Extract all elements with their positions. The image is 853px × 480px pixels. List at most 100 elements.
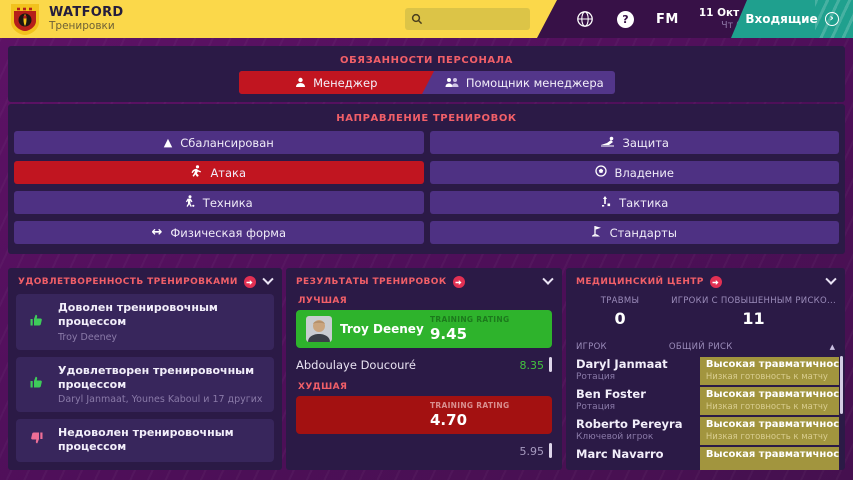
search-input[interactable] — [423, 10, 523, 28]
medical-table-header: ИГРОК ОБЩИЙ РИСК ▲ — [566, 336, 845, 357]
focus-button-technical[interactable]: Техника — [14, 191, 424, 214]
staff-duties-segmented-control: Менеджер Помощник менеджера — [238, 71, 615, 94]
tactics-icon — [600, 195, 611, 210]
chevron-right-icon: › — [824, 12, 839, 26]
focus-label: Владение — [614, 165, 674, 180]
staff-duties-panel: ОБЯЗАННОСТИ ПЕРСОНАЛА Менеджер Помощник … — [8, 46, 845, 102]
scrollbar-thumb[interactable] — [840, 356, 843, 414]
injuries-stat[interactable]: ТРАВМЫ 0 — [572, 296, 668, 328]
worst-label: ХУДШАЯ — [298, 382, 348, 392]
topbar: WATFORD Тренировки ? FM 11 Окт 18 Чт 0:0… — [0, 0, 853, 38]
assistant-manager-tab[interactable]: Помощник менеджера — [434, 71, 614, 94]
thumbs-up-icon — [29, 375, 44, 394]
best-player-card[interactable]: Troy Deeney TRAINING RATING 9.45 — [296, 310, 552, 348]
player-name: Marc Navarro — [576, 447, 664, 461]
help-icon[interactable]: ? — [617, 10, 634, 28]
focus-label: Физическая форма — [170, 225, 287, 240]
match-readiness: Низкая готовность к матчу — [705, 431, 828, 442]
focus-button-tactical[interactable]: Тактика — [429, 191, 839, 214]
panel-header: УДОВЛЕТВОРЕННОСТЬ ТРЕНИРОВКАМИ — [8, 268, 282, 294]
rating-block: TRAINING RATING 4.70 — [430, 401, 542, 429]
focus-label: Техника — [202, 195, 253, 210]
focus-button-defending[interactable]: Защита — [429, 131, 839, 154]
manager-tab[interactable]: Менеджер — [239, 71, 435, 94]
training-focus-panel: НАПРАВЛЕНИЕ ТРЕНИРОВОК ▲ Сбалансирован З… — [8, 104, 845, 254]
goto-icon[interactable] — [709, 276, 722, 288]
focus-button-attacking[interactable]: Атака — [14, 161, 424, 184]
fm-logo[interactable]: FM — [656, 11, 679, 27]
chevron-down-icon[interactable] — [262, 273, 274, 285]
rating-value: 5.95 — [519, 444, 545, 458]
club-name[interactable]: WATFORD — [49, 4, 124, 20]
football-icon — [594, 165, 607, 180]
training-focus-title: НАПРАВЛЕНИЕ ТРЕНИРОВОК — [336, 113, 517, 124]
manager-icon — [295, 73, 306, 92]
squad-status: Ротация — [576, 371, 616, 382]
risk-level: Высокая травматичность — [705, 359, 840, 370]
medical-row[interactable]: Ben Foster Ротация Высокая травматичност… — [566, 387, 845, 415]
squad-status: Ключевой игрок — [576, 431, 654, 442]
column-overall-risk[interactable]: ОБЩИЙ РИСК — [668, 342, 733, 352]
happiness-item[interactable]: Недоволен тренировочным процессом — [16, 419, 274, 462]
risk-players-stat[interactable]: ИГРОКИ С ПОВЫШЕННЫМ РИСКО... 11 — [668, 296, 839, 328]
tackle-icon — [600, 136, 615, 150]
running-icon — [191, 165, 202, 180]
risk-level: Высокая травматичность — [705, 389, 840, 400]
happiness-item[interactable]: Доволен тренировочным процессом Troy Dee… — [16, 294, 274, 350]
best-label: ЛУЧШАЯ — [298, 296, 348, 306]
medical-row[interactable]: Marc Navarro Высокая травматичность — [566, 447, 845, 470]
happiness-item-title: Удовлетворен тренировочным процессом — [58, 363, 255, 391]
technique-icon — [185, 195, 195, 210]
scrollbar-thumb[interactable] — [549, 357, 552, 372]
scrollbar-thumb[interactable] — [549, 443, 552, 458]
player-name: Roberto Pereyra — [576, 417, 683, 431]
worst-player-card[interactable]: TRAINING RATING 4.70 — [296, 396, 552, 434]
corner-flag-icon — [590, 225, 602, 240]
panel-header: МЕДИЦИНСКИЙ ЦЕНТР — [566, 268, 845, 294]
runner-up-row[interactable]: Abdoulaye Doucouré 8.35 — [296, 354, 552, 376]
injuries-label: ТРАВМЫ — [600, 296, 640, 306]
thumbs-down-icon — [29, 431, 44, 450]
happiness-item-title: Недоволен тренировочным процессом — [58, 426, 234, 454]
medical-row[interactable]: Roberto Pereyra Ключевой игрок Высокая т… — [566, 417, 845, 445]
globe-icon[interactable] — [575, 9, 595, 29]
medical-stats: ТРАВМЫ 0 ИГРОКИ С ПОВЫШЕННЫМ РИСКО... 11 — [566, 294, 845, 336]
goto-icon[interactable] — [452, 276, 465, 288]
focus-label: Атака — [210, 165, 247, 180]
match-readiness: Низкая готовность к матчу — [705, 371, 828, 382]
medical-centre-title: МЕДИЦИНСКИЙ ЦЕНТР — [576, 277, 704, 287]
player-photo — [306, 316, 332, 342]
focus-button-set-pieces[interactable]: Стандарты — [429, 221, 839, 244]
injuries-value: 0 — [614, 309, 626, 328]
inbox-button[interactable]: Входящие › — [731, 0, 853, 38]
medical-row[interactable]: Daryl Janmaat Ротация Высокая травматичн… — [566, 357, 845, 385]
thumbs-up-icon — [29, 312, 44, 331]
staff-duties-title: ОБЯЗАННОСТИ ПЕРСОНАЛА — [339, 55, 514, 66]
topbar-right: ? FM 11 Окт 18 Чт 0:00 Входящие › — [537, 0, 853, 38]
goto-icon[interactable] — [243, 276, 256, 288]
player-name: Daryl Janmaat — [576, 357, 668, 371]
column-player[interactable]: ИГРОК — [576, 342, 607, 352]
focus-button-physical[interactable]: ↔ Физическая форма — [14, 221, 424, 244]
focus-button-balanced[interactable]: ▲ Сбалансирован — [14, 131, 424, 154]
panel-header: РЕЗУЛЬТАТЫ ТРЕНИРОВОК — [286, 268, 562, 294]
player-name: Ben Foster — [576, 387, 646, 401]
training-rating-label: TRAINING RATING — [430, 315, 510, 324]
chevron-down-icon[interactable] — [825, 273, 837, 285]
rating-value: 8.35 — [519, 358, 545, 372]
search-icon — [411, 10, 423, 29]
worst-rating-value: 4.70 — [430, 411, 468, 429]
chevron-down-icon[interactable] — [542, 273, 554, 285]
happiness-title: УДОВЛЕТВОРЕННОСТЬ ТРЕНИРОВКАМИ — [18, 277, 238, 287]
search-box[interactable] — [405, 8, 530, 30]
club-crest-icon[interactable] — [10, 3, 40, 36]
focus-button-possession[interactable]: Владение — [429, 161, 839, 184]
second-worst-row[interactable]: 5.95 — [296, 440, 552, 462]
focus-label: Тактика — [619, 195, 669, 210]
club-header: WATFORD Тренировки — [49, 4, 124, 33]
sort-ascending-icon[interactable]: ▲ — [829, 343, 835, 351]
happiness-item[interactable]: Удовлетворен тренировочным процессом Dar… — [16, 356, 274, 413]
risk-players-value: 11 — [742, 309, 765, 328]
risk-badge: Высокая травматичность Низкая готовность… — [699, 387, 840, 415]
dumbbell-icon: ↔ — [151, 225, 163, 240]
